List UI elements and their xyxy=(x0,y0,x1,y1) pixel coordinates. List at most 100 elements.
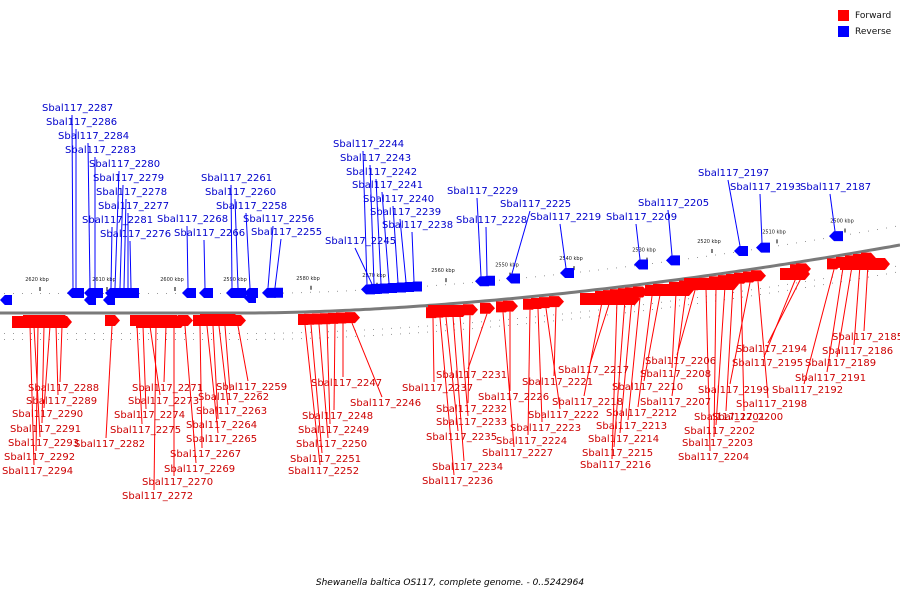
gene-label: Sbal117_2286 xyxy=(46,117,117,128)
reverse-gene-arrow xyxy=(560,268,574,279)
tick-label: 2600 kbp xyxy=(160,277,184,283)
guide-dot xyxy=(148,333,149,334)
gene-leader-line xyxy=(763,275,798,358)
guide-dot xyxy=(220,333,221,334)
gene-label: Sbal117_2243 xyxy=(340,153,411,164)
reverse-gene-arrow xyxy=(475,276,489,287)
gene-label: Sbal117_2252 xyxy=(288,466,359,477)
gene-label: Sbal117_2208 xyxy=(640,369,711,380)
gene-leader-line xyxy=(212,325,219,420)
gene-label: Sbal117_2239 xyxy=(370,207,441,218)
gene-label: Sbal117_2274 xyxy=(114,410,185,421)
guide-dot xyxy=(400,327,401,329)
gene-leader-line xyxy=(351,322,383,398)
guide-dot xyxy=(139,293,140,294)
gene-leader-line xyxy=(485,226,488,276)
gene-leader-line xyxy=(467,315,471,404)
guide-dot xyxy=(544,321,545,323)
tick-label: 2510 kbp xyxy=(762,229,786,235)
gene-leader-line xyxy=(836,266,853,358)
legend-item-reverse: Reverse xyxy=(838,24,891,39)
gene-label: Sbal117_2213 xyxy=(596,421,667,432)
guide-dot xyxy=(31,333,32,334)
guide-dot xyxy=(382,328,383,330)
guide-dot xyxy=(346,336,347,338)
gene-leader-line xyxy=(803,269,835,385)
guide-dot xyxy=(4,293,5,294)
gene-label: Sbal117_2247 xyxy=(311,378,382,389)
guide-dot xyxy=(751,289,752,291)
guide-dot xyxy=(247,339,248,340)
guide-dot xyxy=(283,332,284,334)
guide-dot xyxy=(688,258,689,260)
guide-dot xyxy=(787,243,788,245)
guide-dot xyxy=(76,333,77,334)
gene-label: Sbal117_2185 xyxy=(832,332,900,343)
guide-dot xyxy=(499,325,500,327)
gene-label: Sbal117_2279 xyxy=(93,173,164,184)
guide-dot xyxy=(139,339,140,340)
gene-label: Sbal117_2293 xyxy=(8,438,79,449)
guide-dot xyxy=(481,327,482,329)
gene-leader-line xyxy=(452,316,465,462)
guide-dot xyxy=(265,338,266,340)
gene-label: Sbal117_2229 xyxy=(447,186,518,197)
genome-backbone xyxy=(0,243,900,315)
gene-label: Sbal117_2217 xyxy=(558,365,629,376)
guide-dot xyxy=(103,339,104,340)
guide-dot xyxy=(787,283,788,285)
guide-dot xyxy=(778,291,779,293)
legend-label-forward: Forward xyxy=(855,10,892,21)
guide-dot xyxy=(517,318,518,319)
gene-leader-line xyxy=(267,225,274,288)
gene-label: Sbal117_2264 xyxy=(186,420,257,431)
tick-label: 2520 kbp xyxy=(697,239,721,245)
reverse-gene-arrow xyxy=(734,245,748,256)
guide-dot xyxy=(310,331,311,333)
guide-dot xyxy=(832,276,833,278)
guide-dot xyxy=(679,299,680,301)
gene-label: Sbal117_2205 xyxy=(638,198,709,209)
gene-label: Sbal117_2186 xyxy=(822,346,893,357)
gene-label: Sbal117_2280 xyxy=(89,159,160,170)
forward-gene-arrow xyxy=(496,301,511,313)
gene-label: Sbal117_2272 xyxy=(122,491,193,502)
figure-caption: Shewanella baltica OS117, complete genom… xyxy=(315,578,585,588)
guide-dot xyxy=(895,225,896,227)
gene-label: Sbal117_2250 xyxy=(296,439,367,450)
gene-label: Sbal117_2288 xyxy=(28,383,99,394)
gene-label: Sbal117_2233 xyxy=(436,417,507,428)
gene-leader-line xyxy=(218,325,229,406)
gene-label: Sbal117_2255 xyxy=(251,227,322,238)
guide-dot xyxy=(850,279,851,281)
guide-dot xyxy=(895,271,896,273)
tick-label: 2560 kbp xyxy=(431,268,455,274)
guide-dot xyxy=(814,285,815,287)
guide-dot xyxy=(841,281,842,283)
guide-dot xyxy=(742,296,743,298)
guide-dot xyxy=(409,332,410,334)
gene-leader-line xyxy=(362,150,368,285)
gene-label: Sbal117_2249 xyxy=(298,425,369,436)
guide-dot xyxy=(220,293,221,294)
guide-dot xyxy=(346,330,347,332)
guide-dot xyxy=(166,293,167,294)
guide-dot xyxy=(535,276,536,278)
gene-leader-line xyxy=(725,284,734,412)
gene-label: Sbal117_2287 xyxy=(42,103,113,114)
gene-leader-line xyxy=(129,240,132,289)
gene-label: Sbal117_2207 xyxy=(640,397,711,408)
gene-leader-line xyxy=(399,218,407,283)
gene-leader-line xyxy=(411,231,415,282)
tick-label: 2550 kbp xyxy=(495,263,519,269)
gene-leader-line xyxy=(153,325,157,491)
gene-label: Sbal117_2262 xyxy=(198,392,269,403)
gene-label: Sbal117_2223 xyxy=(510,423,581,434)
guide-dot xyxy=(58,293,59,294)
gene-leader-line xyxy=(671,291,687,397)
guide-dot xyxy=(589,270,590,272)
gene-label: Sbal117_2224 xyxy=(496,436,567,447)
guide-dot xyxy=(166,339,167,340)
